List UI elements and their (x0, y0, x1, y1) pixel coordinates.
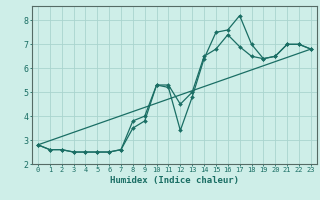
X-axis label: Humidex (Indice chaleur): Humidex (Indice chaleur) (110, 176, 239, 185)
